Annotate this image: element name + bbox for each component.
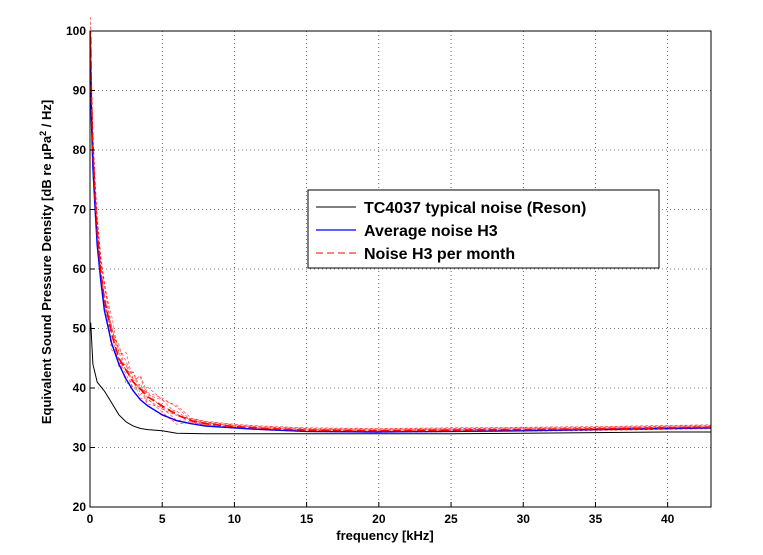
series-layer	[89, 36, 712, 435]
x-tick-label: 20	[372, 512, 386, 526]
x-tick-label: 25	[444, 512, 458, 526]
x-tick-label: 30	[517, 512, 531, 526]
monthly-curve	[90, 21, 712, 430]
x-tick-label: 35	[589, 512, 603, 526]
y-axis-label-superscript: 2	[38, 131, 48, 136]
y-axis-label-prefix: Equivalent Sound Pressure Density [dB re…	[39, 135, 54, 424]
legend-label-average: Average noise H3	[364, 223, 498, 240]
y-tick-label: 50	[73, 322, 87, 336]
x-tick-label: 40	[661, 512, 675, 526]
monthly-curve	[90, 34, 712, 431]
monthly-curve	[90, 26, 712, 430]
y-tick-label: 70	[73, 203, 87, 217]
monthly-curve	[90, 16, 712, 429]
y-tick-label: 80	[73, 143, 87, 157]
x-tick-label: 0	[87, 512, 94, 526]
y-axis-label: Equivalent Sound Pressure Density [dB re…	[38, 100, 54, 424]
tick-labels: 0 5 10 15 20 25 30 35 40 20 30 40 50 60 70 80 90 100	[66, 24, 675, 526]
x-tick-label: 15	[300, 512, 314, 526]
y-tick-label: 30	[73, 441, 87, 455]
legend-label-reson: TC4037 typical noise (Reson)	[364, 200, 586, 217]
y-tick-label: 60	[73, 262, 87, 276]
legend-label-monthly: Noise H3 per month	[364, 246, 515, 263]
y-tick-label: 90	[73, 84, 87, 98]
legend: TC4037 typical noise (Reson) Average noi…	[307, 189, 660, 269]
y-tick-label: 20	[73, 500, 87, 514]
y-axis-label-suffix: / Hz]	[39, 100, 54, 131]
plot-area	[90, 31, 711, 507]
y-tick-label: 40	[73, 381, 87, 395]
y-tick-label: 100	[66, 24, 86, 38]
legend-box	[307, 189, 660, 269]
series-average-line	[90, 66, 712, 433]
series-reson-line	[90, 322, 711, 435]
x-tick-label: 10	[228, 512, 242, 526]
monthly-curve	[90, 30, 712, 431]
x-axis-label: frequency [kHz]	[336, 528, 434, 543]
x-tick-label: 5	[159, 512, 166, 526]
